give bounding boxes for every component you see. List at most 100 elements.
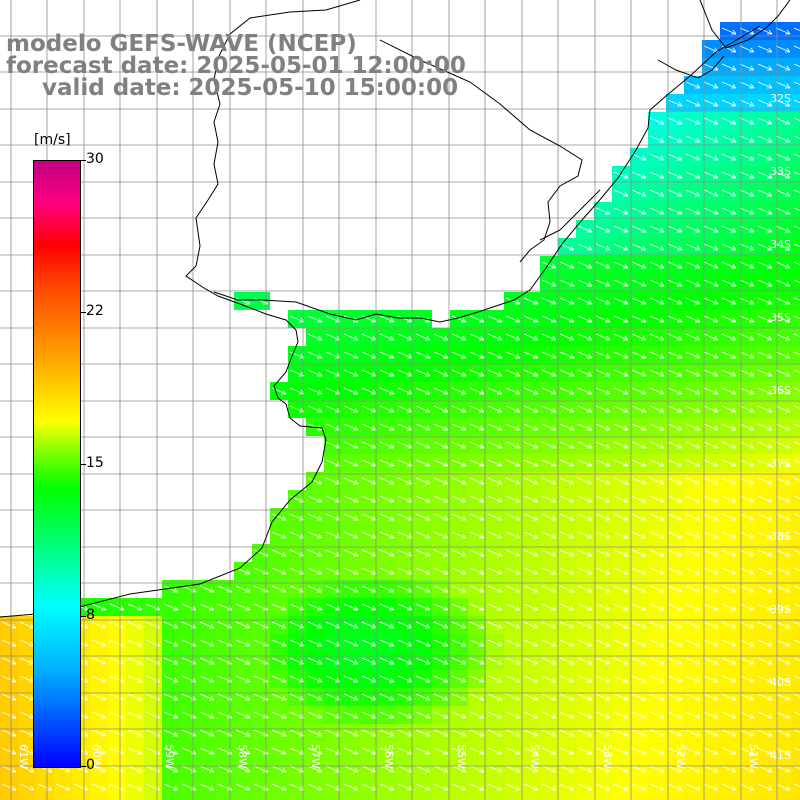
wind-arrow xyxy=(343,729,359,737)
wind-arrow xyxy=(595,423,611,431)
wind-arrow xyxy=(469,351,485,359)
latitude-label: 33S xyxy=(770,165,791,178)
wind-arrow xyxy=(775,585,791,593)
wind-arrow xyxy=(37,783,53,791)
wind-speed-cell xyxy=(792,742,800,760)
wind-arrow xyxy=(397,747,413,755)
wind-arrow xyxy=(415,729,431,737)
wind-arrow xyxy=(613,387,629,395)
wind-arrow xyxy=(433,621,449,629)
wind-arrow xyxy=(451,657,467,665)
wind-speed-cell xyxy=(108,796,126,800)
wind-arrow xyxy=(163,639,179,647)
wind-arrow xyxy=(595,729,611,737)
latitude-label: 32S xyxy=(770,92,791,105)
wind-arrow xyxy=(523,351,539,359)
wind-arrow xyxy=(685,585,701,593)
wind-arrow xyxy=(523,549,539,557)
wind-arrow xyxy=(703,351,719,359)
wind-arrow xyxy=(163,585,179,593)
wind-arrow xyxy=(379,675,395,683)
wind-arrow xyxy=(667,477,683,485)
wind-arrow xyxy=(739,171,755,179)
wind-arrow xyxy=(541,585,557,593)
wind-arrow xyxy=(703,765,719,773)
wind-arrow xyxy=(721,387,737,395)
wind-arrow xyxy=(361,603,377,611)
wind-arrow xyxy=(523,423,539,431)
wind-arrow xyxy=(631,279,647,287)
wind-arrow xyxy=(649,117,665,125)
wind-arrow xyxy=(163,603,179,611)
wind-speed-cell xyxy=(792,184,800,202)
wind-arrow xyxy=(127,621,143,629)
wind-arrow xyxy=(757,333,773,341)
wind-speed-cell xyxy=(486,796,504,800)
wind-arrow xyxy=(577,603,593,611)
wind-speed-cell xyxy=(756,796,774,800)
wind-arrow xyxy=(199,639,215,647)
wind-arrow xyxy=(523,495,539,503)
coastline-segment xyxy=(213,25,761,323)
wind-arrow xyxy=(271,531,287,539)
wind-arrow xyxy=(631,585,647,593)
wind-arrow xyxy=(649,405,665,413)
wind-speed-cell xyxy=(630,796,648,800)
wind-arrow xyxy=(397,351,413,359)
wind-arrow xyxy=(235,297,251,305)
wind-speed-cell xyxy=(792,544,800,562)
wind-arrow xyxy=(415,441,431,449)
wind-arrow xyxy=(757,603,773,611)
wind-arrow xyxy=(343,747,359,755)
wind-arrow xyxy=(685,495,701,503)
wind-arrow xyxy=(469,549,485,557)
wind-arrow xyxy=(127,765,143,773)
wind-arrow xyxy=(649,459,665,467)
wind-arrow xyxy=(649,675,665,683)
wind-arrow xyxy=(451,315,467,323)
wind-arrow xyxy=(379,621,395,629)
colorbar-tick-mark xyxy=(80,766,86,767)
wind-arrow xyxy=(775,783,791,791)
wind-speed-cell xyxy=(792,706,800,724)
wind-arrow xyxy=(739,783,755,791)
wind-arrow xyxy=(361,747,377,755)
wind-arrow xyxy=(685,225,701,233)
wind-arrow xyxy=(667,513,683,521)
wind-arrow xyxy=(703,495,719,503)
wind-arrow xyxy=(487,603,503,611)
coastline xyxy=(0,0,791,618)
wind-arrow xyxy=(469,405,485,413)
wind-arrow xyxy=(595,513,611,521)
wind-arrow xyxy=(793,189,800,194)
wind-arrow xyxy=(793,27,800,32)
wind-arrow xyxy=(271,657,287,665)
wind-arrow xyxy=(685,711,701,719)
wind-arrow xyxy=(505,531,521,539)
wind-arrow xyxy=(523,675,539,683)
wind-arrow xyxy=(559,261,575,269)
wind-arrow xyxy=(163,711,179,719)
wind-arrow xyxy=(631,369,647,377)
wind-arrow xyxy=(361,567,377,575)
wind-arrow xyxy=(1,639,17,647)
wind-arrow xyxy=(343,513,359,521)
wind-arrow xyxy=(163,729,179,737)
wind-arrow xyxy=(631,639,647,647)
wind-arrow xyxy=(505,423,521,431)
wind-arrow xyxy=(685,135,701,143)
wind-arrow xyxy=(595,603,611,611)
wind-arrow xyxy=(703,135,719,143)
wind-arrow xyxy=(19,783,35,791)
wind-speed-cell xyxy=(792,76,800,94)
wind-arrow xyxy=(721,441,737,449)
wind-speed-cell xyxy=(666,796,684,800)
wind-arrow xyxy=(235,675,251,683)
wind-arrow xyxy=(649,711,665,719)
wind-arrow xyxy=(721,261,737,269)
wind-arrow xyxy=(595,477,611,485)
wind-arrow xyxy=(145,693,161,701)
wind-arrow xyxy=(739,441,755,449)
wind-arrow xyxy=(577,621,593,629)
wind-arrow xyxy=(775,711,791,719)
